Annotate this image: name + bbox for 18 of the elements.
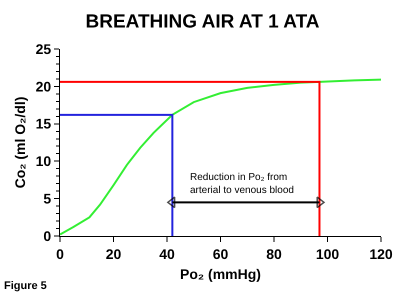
y-axis-title: Co₂ (ml O₂/dl) xyxy=(12,96,28,188)
x-tick-label: 60 xyxy=(212,246,228,262)
y-tick-label: 15 xyxy=(36,116,52,132)
x-tick-label: 80 xyxy=(266,246,282,262)
y-tick-label: 10 xyxy=(36,153,52,170)
chart-title: BREATHING AIR AT 1 ATA xyxy=(86,12,320,33)
y-tick-label: 0 xyxy=(43,228,52,244)
x-tick-label: 120 xyxy=(369,246,393,262)
annotation: Reduction in Po₂ from arterial to venous blood xyxy=(190,172,294,196)
x-axis-title: Po₂ (mmHg) xyxy=(180,266,261,282)
x-tick-label: 100 xyxy=(316,246,340,262)
x-tick-label: 40 xyxy=(159,246,175,262)
caption: Figure 5 xyxy=(4,280,47,292)
x-tick-label: 20 xyxy=(106,246,122,262)
y-tick-label: 25 xyxy=(36,40,52,57)
y-tick-label: 20 xyxy=(36,78,52,94)
y-tick-label: 5 xyxy=(43,190,52,206)
x-tick-label: 0 xyxy=(56,246,64,262)
